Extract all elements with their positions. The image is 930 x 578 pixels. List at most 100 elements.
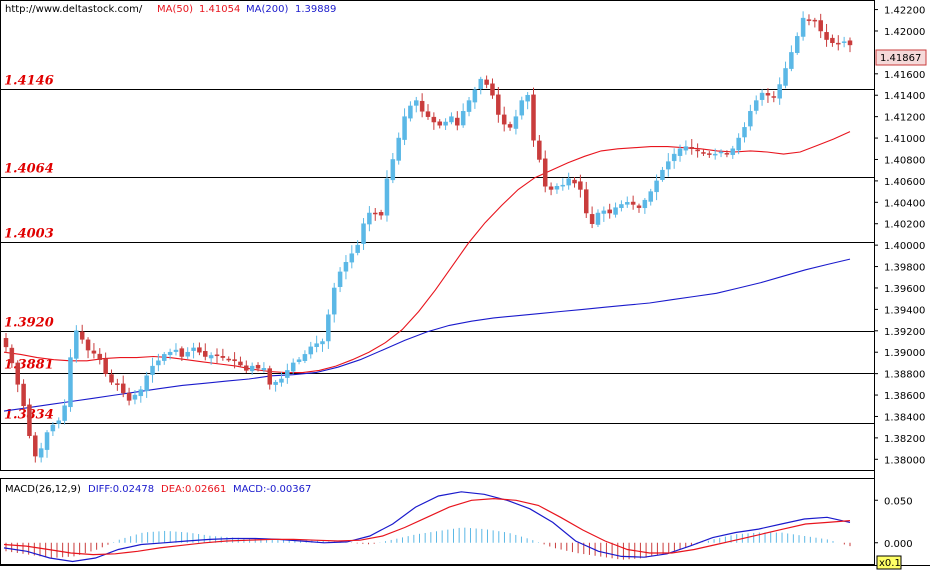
candle-12: [74, 325, 79, 363]
price-tick-label-16: 1.41200: [884, 113, 925, 124]
candle-113: [666, 153, 671, 177]
ma200-label: MA(200): [246, 4, 288, 15]
candle-body-27: [162, 354, 167, 361]
candle-body-38: [226, 358, 231, 361]
candle-body-73: [431, 116, 437, 123]
candle-body-115: [677, 148, 683, 156]
price-tick-label-5: 1.39000: [884, 348, 925, 359]
candle-body-120: [707, 153, 712, 155]
candle-142: [836, 35, 841, 51]
candle-body-59: [349, 253, 355, 263]
candle-body-133: [783, 68, 788, 86]
candle-117: [689, 139, 694, 155]
candle-132: [777, 77, 782, 105]
candle-body-99: [584, 189, 589, 214]
candle-53: [314, 335, 319, 353]
candle-17: [103, 352, 108, 377]
price-panel-frame: [0, 0, 875, 471]
level-label-2: 1.4003: [4, 227, 54, 242]
candle-97: [572, 177, 577, 188]
price-tick-label-11: 1.40200: [884, 220, 925, 231]
macd-label: MACD(26,12,9): [5, 484, 81, 495]
candle-138: [812, 17, 818, 28]
candle-45: [267, 365, 272, 390]
candle-body-102: [601, 210, 607, 214]
macd-tick-label-1: 0.050: [884, 496, 913, 507]
macd-dea-label: DEA:0.02661: [161, 484, 226, 495]
candle-100: [589, 206, 595, 229]
candle-body-53: [314, 343, 319, 347]
candle-body-17: [103, 358, 108, 374]
candle-body-6: [38, 448, 44, 458]
price-tick-label-3: 1.38600: [884, 391, 925, 402]
candle-15: [91, 343, 97, 359]
candle-body-80: [472, 89, 478, 103]
candle-body-19: [115, 383, 120, 385]
candle-51: [302, 350, 308, 364]
candle-body-106: [625, 202, 630, 205]
candle-body-66: [390, 159, 396, 181]
candle-body-122: [718, 151, 724, 154]
candle-79: [466, 97, 472, 117]
candle-42: [249, 362, 255, 375]
candle-body-28: [167, 351, 173, 356]
candle-91: [537, 135, 542, 163]
price-tick-label-9: 1.39800: [884, 263, 925, 274]
candle-92: [542, 150, 548, 193]
candle-body-4: [27, 404, 32, 436]
candle-86: [507, 121, 513, 131]
macd-diff-label: DIFF:0.02478: [88, 484, 154, 495]
price-tick-label-13: 1.40600: [884, 177, 925, 188]
candle-130: [765, 88, 771, 103]
candle-3: [21, 379, 26, 410]
candle-body-124: [730, 148, 736, 155]
candle-70: [414, 96, 419, 113]
candle-10: [62, 399, 67, 425]
candle-143: [841, 36, 847, 48]
candle-body-44: [261, 368, 267, 371]
candle-body-50: [296, 359, 302, 362]
candle-71: [419, 93, 425, 118]
candle-body-22: [132, 394, 138, 400]
scale-badge-label: x0.1: [879, 558, 901, 569]
candle-body-139: [818, 20, 823, 32]
candle-body-114: [671, 153, 677, 162]
candle-body-25: [150, 365, 155, 375]
candle-body-87: [513, 116, 519, 129]
candle-body-95: [560, 184, 566, 187]
candle-144: [847, 37, 853, 53]
candles-layer: [3, 11, 853, 463]
price-tick-label-1: 1.38200: [884, 434, 925, 445]
candle-136: [800, 11, 806, 41]
candle-35: [208, 352, 214, 365]
candle-55: [326, 309, 331, 349]
candle-body-1: [9, 347, 15, 364]
ma50-line: [3, 131, 851, 374]
price-tick-label-18: 1.41600: [884, 70, 925, 81]
candle-body-103: [607, 209, 612, 214]
candle-body-117: [689, 147, 694, 150]
candle-body-21: [126, 392, 132, 401]
candle-98: [578, 174, 583, 198]
candle-57: [337, 267, 343, 293]
candle-24: [144, 371, 149, 398]
candle-body-45: [267, 368, 272, 385]
candle-body-129: [759, 92, 765, 100]
candle-body-18: [109, 374, 114, 383]
candle-body-77: [455, 117, 460, 126]
candle-36: [214, 348, 220, 364]
candle-77: [455, 111, 460, 131]
candle-body-84: [496, 94, 501, 115]
candle-52: [308, 341, 314, 359]
candle-64: [378, 209, 384, 220]
macd-diff-line: [3, 491, 851, 563]
candle-81: [478, 76, 483, 95]
candle-22: [132, 390, 138, 405]
price-tick-label-12: 1.40400: [884, 198, 925, 209]
candle-body-70: [414, 100, 419, 106]
candle-0: [3, 333, 9, 353]
candle-114: [671, 148, 677, 169]
candle-131: [771, 91, 777, 103]
